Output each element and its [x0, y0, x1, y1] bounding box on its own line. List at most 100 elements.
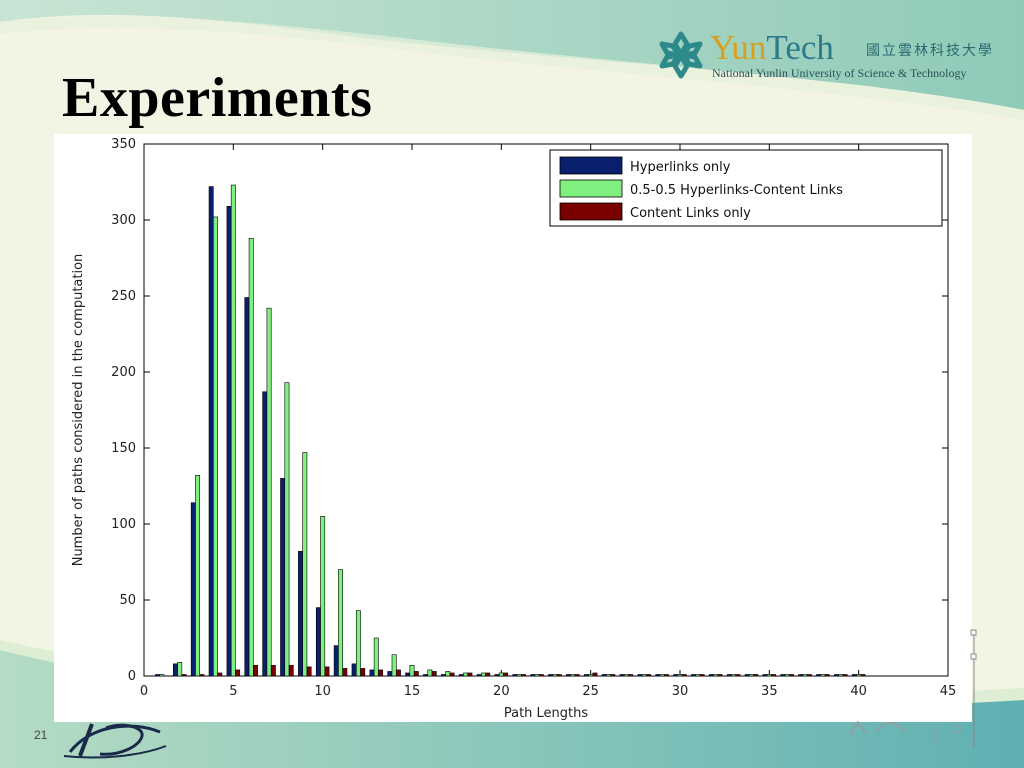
x-tick-label: 20	[493, 684, 510, 699]
x-tick-label: 45	[940, 684, 957, 699]
y-tick-label: 100	[111, 517, 136, 532]
bar	[753, 674, 759, 677]
snowflake-logo-icon	[659, 31, 703, 79]
plot-area	[143, 143, 949, 677]
bar	[413, 671, 419, 677]
legend: Hyperlinks only 0.5-0.5 Hyperlinks-Conten…	[549, 149, 943, 227]
bar	[342, 668, 348, 677]
y-tick-label: 200	[111, 365, 136, 380]
bar	[173, 663, 178, 677]
bar	[695, 674, 701, 677]
bar	[387, 671, 393, 677]
y-tick-label: 300	[111, 213, 136, 228]
bar	[570, 674, 576, 677]
bar	[726, 674, 732, 677]
bar	[516, 674, 522, 677]
bar	[749, 674, 754, 677]
bar	[270, 665, 276, 677]
bar	[771, 674, 777, 677]
bar	[195, 475, 201, 677]
bar	[798, 674, 804, 677]
bar	[842, 674, 848, 677]
bar	[441, 674, 446, 677]
bar	[302, 452, 308, 677]
bar	[476, 674, 482, 677]
bar	[463, 672, 469, 677]
x-tick-label: 30	[672, 684, 689, 699]
bar	[253, 665, 258, 677]
bar	[467, 672, 473, 677]
bar	[691, 674, 697, 677]
bar	[713, 674, 719, 677]
bar	[351, 663, 357, 677]
bar	[637, 674, 643, 677]
y-tick-label: 150	[111, 441, 136, 456]
bar	[744, 674, 750, 677]
bar	[498, 672, 504, 677]
bar	[298, 551, 303, 677]
bar	[735, 674, 741, 677]
bar	[320, 516, 326, 677]
slide-number: 21	[34, 728, 48, 742]
bar	[324, 666, 330, 677]
bar	[699, 674, 705, 677]
bar	[217, 672, 223, 677]
legend-entry: Hyperlinks only	[630, 160, 731, 175]
yuntech-logo: YunTech 國立雲林科技大學 National Yunlin Univers…	[656, 28, 1006, 84]
bar	[681, 674, 687, 677]
legend-swatch	[559, 179, 623, 198]
bar	[333, 645, 339, 677]
bar	[655, 674, 661, 677]
bar	[659, 674, 665, 677]
bar	[623, 674, 629, 677]
bar	[395, 669, 401, 677]
bar	[280, 478, 286, 677]
bar	[552, 674, 558, 677]
x-tick-label: 15	[404, 684, 421, 699]
bar	[391, 654, 397, 677]
bar	[315, 607, 321, 677]
corner-decoration-icon	[849, 629, 977, 748]
bar	[566, 674, 571, 677]
x-tick-label: 25	[582, 684, 599, 699]
bar	[213, 216, 218, 677]
y-tick-label: 350	[111, 137, 136, 152]
bar	[588, 674, 594, 677]
bar	[601, 674, 607, 677]
bar	[458, 674, 464, 677]
ids-logo-icon	[63, 723, 167, 759]
bar	[405, 672, 411, 677]
y-tick-label: 50	[119, 593, 136, 608]
bar	[378, 669, 383, 677]
bar	[431, 671, 437, 677]
bar	[574, 674, 580, 677]
bar	[190, 502, 196, 677]
bar	[610, 674, 616, 677]
bar	[663, 674, 669, 677]
bar	[481, 672, 486, 677]
bar	[288, 665, 294, 677]
legend-swatch	[559, 202, 623, 221]
bar	[802, 674, 808, 677]
bar	[427, 669, 433, 677]
x-tick-label: 5	[229, 684, 237, 699]
bar	[409, 665, 415, 677]
bar	[449, 672, 455, 677]
bar	[423, 674, 429, 677]
bar	[816, 674, 822, 677]
bar	[556, 674, 562, 677]
bar	[262, 391, 268, 677]
legend-entry: Content Links only	[630, 206, 751, 221]
bar	[766, 674, 772, 677]
bar	[244, 297, 250, 677]
chart-panel: 0 50 100 150 200 250 300 350 0 5 10 15 20 25 30 35 40 45 P…	[54, 134, 972, 722]
x-tick-label: 35	[761, 684, 778, 699]
bar	[230, 184, 236, 677]
x-tick-label: 40	[850, 684, 867, 699]
bar	[762, 674, 768, 677]
slide-title: Experiments	[62, 67, 373, 129]
bar	[646, 674, 651, 677]
bar	[583, 674, 589, 677]
bar	[355, 610, 361, 677]
bar	[628, 674, 634, 677]
